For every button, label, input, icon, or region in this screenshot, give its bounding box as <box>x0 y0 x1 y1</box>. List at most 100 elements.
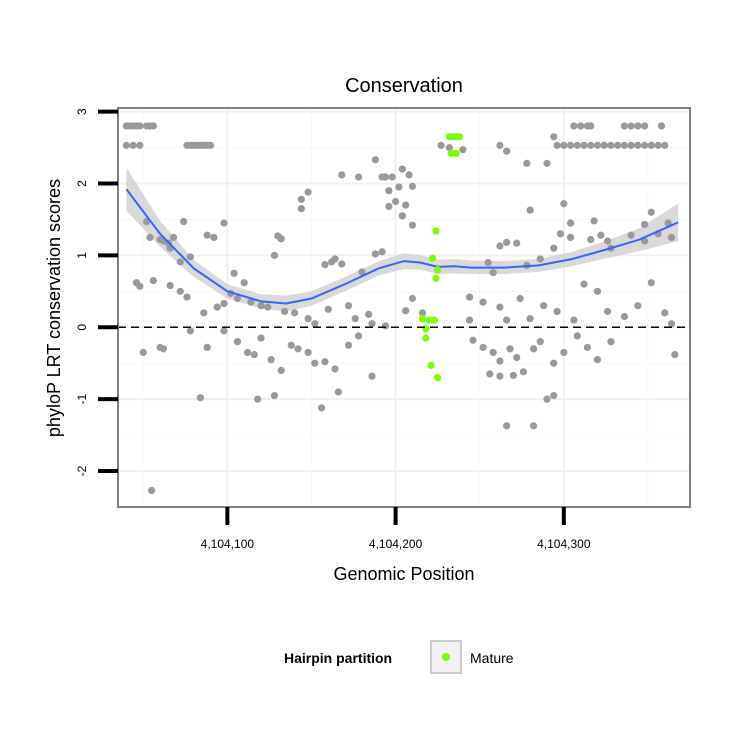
data-point <box>338 171 346 179</box>
data-point <box>523 159 531 167</box>
data-point <box>180 217 188 226</box>
data-point <box>553 307 561 316</box>
legend-key-mature <box>442 653 450 661</box>
data-point <box>590 217 598 225</box>
data-point <box>233 338 242 346</box>
data-point-mature <box>432 274 440 282</box>
data-point <box>334 388 342 396</box>
data-point <box>317 404 326 412</box>
data-point <box>580 141 588 149</box>
data-point <box>257 302 265 310</box>
data-point <box>600 141 608 149</box>
data-point <box>634 302 642 310</box>
data-point <box>321 358 329 366</box>
data-point <box>627 122 635 130</box>
data-point <box>139 348 147 357</box>
data-point-mature <box>430 316 438 324</box>
data-point-mature <box>455 133 464 141</box>
data-point <box>445 143 454 152</box>
data-point <box>371 156 379 164</box>
data-point <box>503 422 511 430</box>
data-point <box>398 165 406 173</box>
data-point <box>620 122 628 130</box>
data-point <box>661 309 669 317</box>
data-point-mature <box>432 227 440 235</box>
data-point <box>570 316 578 324</box>
data-point <box>148 486 156 495</box>
data-point <box>634 122 642 130</box>
data-point <box>640 220 649 229</box>
data-point <box>587 141 595 149</box>
data-point <box>159 345 168 353</box>
data-point <box>543 159 551 167</box>
data-point <box>220 327 228 335</box>
data-point <box>311 320 319 328</box>
data-point <box>573 141 581 149</box>
data-point <box>580 280 588 288</box>
data-point <box>405 171 413 179</box>
data-point <box>129 141 137 149</box>
data-point <box>250 350 258 359</box>
data-point <box>240 279 248 287</box>
data-point <box>657 122 666 130</box>
data-point <box>519 368 528 376</box>
smooth-line <box>125 188 679 305</box>
data-point <box>385 202 393 211</box>
y-tick-label: 3 <box>75 108 89 115</box>
data-point <box>277 366 285 375</box>
data-point <box>247 298 255 306</box>
data-point <box>368 372 376 380</box>
data-point <box>489 269 497 277</box>
data-point <box>233 294 242 303</box>
data-point <box>338 260 346 268</box>
data-point <box>371 250 379 258</box>
y-tick-label: -1 <box>75 394 89 405</box>
data-point <box>486 370 494 378</box>
data-point <box>297 195 305 203</box>
data-point <box>331 365 339 373</box>
data-point-mature <box>422 334 430 342</box>
data-point <box>206 141 215 149</box>
data-point-mature <box>422 325 430 333</box>
data-point <box>560 348 568 357</box>
x-tick-label: 4,104,300 <box>537 537 591 551</box>
data-point <box>543 395 551 403</box>
data-point-mature <box>434 373 442 382</box>
data-point <box>196 394 205 402</box>
data-point <box>566 141 575 149</box>
data-point <box>496 141 504 149</box>
data-point <box>297 205 305 213</box>
data-point <box>550 244 558 252</box>
data-point-mature <box>418 315 427 323</box>
data-point <box>496 242 504 250</box>
data-point <box>459 146 467 154</box>
data-point <box>593 287 602 295</box>
data-point <box>614 141 622 149</box>
data-point <box>122 141 131 149</box>
data-point <box>354 332 363 340</box>
data-point <box>203 231 211 239</box>
data-point <box>344 302 353 310</box>
data-point <box>647 141 655 149</box>
data-point <box>267 356 275 364</box>
data-point-mature <box>427 361 435 369</box>
data-point <box>418 309 427 317</box>
data-point <box>647 279 655 287</box>
data-point <box>321 261 329 269</box>
axes: -2 -1 0 1 2 3 4,104,100 4,104,200 4,104,300 <box>75 107 691 551</box>
x-tick-label: 4,104,200 <box>369 537 423 551</box>
legend-label-mature: Mature <box>470 650 514 666</box>
data-point <box>607 338 615 346</box>
data-point <box>136 122 144 130</box>
data-point <box>385 187 393 195</box>
panel-background <box>118 108 690 507</box>
data-point <box>513 353 521 362</box>
data-point <box>603 307 612 316</box>
legend-title: Hairpin partition <box>284 650 392 666</box>
data-point <box>587 122 595 130</box>
data-point <box>213 303 221 311</box>
data-point <box>391 197 400 206</box>
data-point <box>402 201 410 209</box>
x-tick-label: 4,104,100 <box>201 537 255 551</box>
